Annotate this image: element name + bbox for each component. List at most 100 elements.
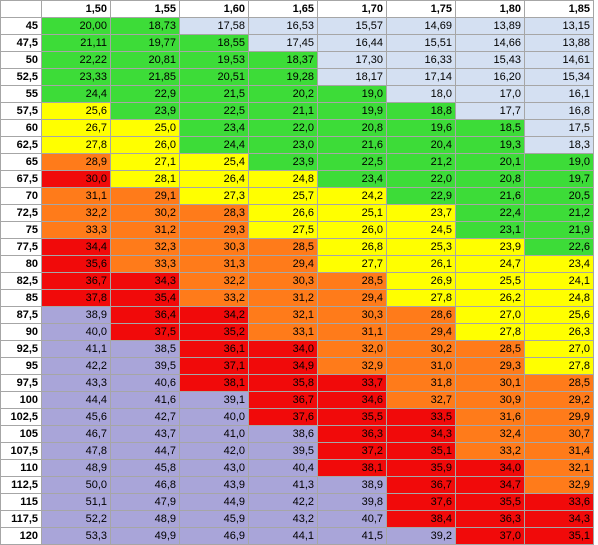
value-cell[interactable]: 32,9 xyxy=(524,476,594,494)
value-cell[interactable]: 31,6 xyxy=(455,408,525,426)
value-cell[interactable]: 13,89 xyxy=(455,17,525,35)
value-cell[interactable]: 23,0 xyxy=(248,136,318,154)
value-cell[interactable]: 27,0 xyxy=(455,306,525,324)
value-cell[interactable]: 33,3 xyxy=(110,255,180,273)
value-cell[interactable]: 36,7 xyxy=(386,476,456,494)
value-cell[interactable]: 19,0 xyxy=(524,153,594,171)
value-cell[interactable]: 14,69 xyxy=(386,17,456,35)
value-cell[interactable]: 16,53 xyxy=(248,17,318,35)
value-cell[interactable]: 29,1 xyxy=(110,187,180,205)
row-header-cell[interactable]: 57,5 xyxy=(0,102,42,120)
row-header-cell[interactable]: 112,5 xyxy=(0,476,42,494)
value-cell[interactable]: 20,4 xyxy=(386,136,456,154)
value-cell[interactable]: 48,9 xyxy=(41,459,111,477)
value-cell[interactable]: 29,2 xyxy=(524,391,594,409)
value-cell[interactable]: 27,0 xyxy=(524,340,594,358)
value-cell[interactable]: 15,57 xyxy=(317,17,387,35)
value-cell[interactable]: 28,9 xyxy=(41,153,111,171)
value-cell[interactable]: 44,1 xyxy=(248,527,318,545)
value-cell[interactable]: 34,4 xyxy=(41,238,111,256)
value-cell[interactable]: 19,53 xyxy=(179,51,249,69)
value-cell[interactable]: 37,2 xyxy=(317,442,387,460)
value-cell[interactable]: 18,0 xyxy=(386,85,456,103)
row-header-cell[interactable]: 80 xyxy=(0,255,42,273)
value-cell[interactable]: 26,4 xyxy=(179,170,249,188)
value-cell[interactable]: 24,8 xyxy=(524,289,594,307)
value-cell[interactable]: 18,55 xyxy=(179,34,249,52)
value-cell[interactable]: 23,9 xyxy=(248,153,318,171)
value-cell[interactable]: 31,3 xyxy=(179,255,249,273)
value-cell[interactable]: 40,0 xyxy=(41,323,111,341)
value-cell[interactable]: 34,7 xyxy=(455,476,525,494)
value-cell[interactable]: 41,1 xyxy=(41,340,111,358)
value-cell[interactable]: 30,0 xyxy=(41,170,111,188)
value-cell[interactable]: 38,1 xyxy=(179,374,249,392)
value-cell[interactable]: 40,6 xyxy=(110,374,180,392)
row-header-cell[interactable]: 82,5 xyxy=(0,272,42,290)
value-cell[interactable]: 41,3 xyxy=(248,476,318,494)
value-cell[interactable]: 34,3 xyxy=(386,425,456,443)
value-cell[interactable]: 16,33 xyxy=(386,51,456,69)
value-cell[interactable]: 35,1 xyxy=(524,527,594,545)
value-cell[interactable]: 47,9 xyxy=(110,493,180,511)
value-cell[interactable]: 23,7 xyxy=(386,204,456,222)
value-cell[interactable]: 38,1 xyxy=(317,459,387,477)
value-cell[interactable]: 40,7 xyxy=(317,510,387,528)
value-cell[interactable]: 26,7 xyxy=(41,119,111,137)
value-cell[interactable]: 30,1 xyxy=(455,374,525,392)
value-cell[interactable]: 45,9 xyxy=(179,510,249,528)
row-header-cell[interactable]: 45 xyxy=(0,17,42,35)
row-header-cell[interactable]: 70 xyxy=(0,187,42,205)
value-cell[interactable]: 36,3 xyxy=(455,510,525,528)
value-cell[interactable]: 33,2 xyxy=(455,442,525,460)
value-cell[interactable]: 37,6 xyxy=(386,493,456,511)
value-cell[interactable]: 30,2 xyxy=(110,204,180,222)
value-cell[interactable]: 21,2 xyxy=(386,153,456,171)
row-header-cell[interactable]: 92,5 xyxy=(0,340,42,358)
value-cell[interactable]: 35,5 xyxy=(317,408,387,426)
row-header-cell[interactable]: 85 xyxy=(0,289,42,307)
value-cell[interactable]: 27,8 xyxy=(41,136,111,154)
value-cell[interactable]: 18,73 xyxy=(110,17,180,35)
value-cell[interactable]: 20,51 xyxy=(179,68,249,86)
value-cell[interactable]: 26,8 xyxy=(317,238,387,256)
value-cell[interactable]: 21,6 xyxy=(455,187,525,205)
row-header-cell[interactable]: 67,5 xyxy=(0,170,42,188)
value-cell[interactable]: 20,2 xyxy=(248,85,318,103)
value-cell[interactable]: 17,5 xyxy=(524,119,594,137)
value-cell[interactable]: 33,1 xyxy=(248,323,318,341)
value-cell[interactable]: 22,9 xyxy=(110,85,180,103)
value-cell[interactable]: 44,9 xyxy=(179,493,249,511)
value-cell[interactable]: 32,2 xyxy=(41,204,111,222)
value-cell[interactable]: 31,4 xyxy=(524,442,594,460)
value-cell[interactable]: 23,4 xyxy=(317,170,387,188)
value-cell[interactable]: 36,3 xyxy=(317,425,387,443)
value-cell[interactable]: 48,9 xyxy=(110,510,180,528)
value-cell[interactable]: 37,5 xyxy=(110,323,180,341)
value-cell[interactable]: 45,6 xyxy=(41,408,111,426)
value-cell[interactable]: 24,4 xyxy=(41,85,111,103)
value-cell[interactable]: 41,6 xyxy=(110,391,180,409)
value-cell[interactable]: 24,7 xyxy=(455,255,525,273)
row-header-cell[interactable]: 102,5 xyxy=(0,408,42,426)
value-cell[interactable]: 26,1 xyxy=(386,255,456,273)
value-cell[interactable]: 32,1 xyxy=(248,306,318,324)
value-cell[interactable]: 21,6 xyxy=(317,136,387,154)
value-cell[interactable]: 38,4 xyxy=(386,510,456,528)
value-cell[interactable]: 34,3 xyxy=(524,510,594,528)
value-cell[interactable]: 13,88 xyxy=(524,34,594,52)
value-cell[interactable]: 31,8 xyxy=(386,374,456,392)
value-cell[interactable]: 19,28 xyxy=(248,68,318,86)
value-cell[interactable]: 28,6 xyxy=(386,306,456,324)
value-cell[interactable]: 19,7 xyxy=(524,170,594,188)
value-cell[interactable]: 28,1 xyxy=(110,170,180,188)
value-cell[interactable]: 30,3 xyxy=(317,306,387,324)
value-cell[interactable]: 26,0 xyxy=(110,136,180,154)
row-header-cell[interactable]: 97,5 xyxy=(0,374,42,392)
column-header-cell[interactable]: 1,60 xyxy=(179,0,249,18)
value-cell[interactable]: 41,5 xyxy=(317,527,387,545)
value-cell[interactable]: 32,2 xyxy=(179,272,249,290)
value-cell[interactable]: 27,7 xyxy=(317,255,387,273)
value-cell[interactable]: 35,6 xyxy=(41,255,111,273)
corner-cell[interactable] xyxy=(0,0,42,18)
